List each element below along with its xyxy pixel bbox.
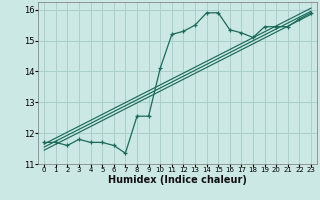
X-axis label: Humidex (Indice chaleur): Humidex (Indice chaleur): [108, 175, 247, 185]
